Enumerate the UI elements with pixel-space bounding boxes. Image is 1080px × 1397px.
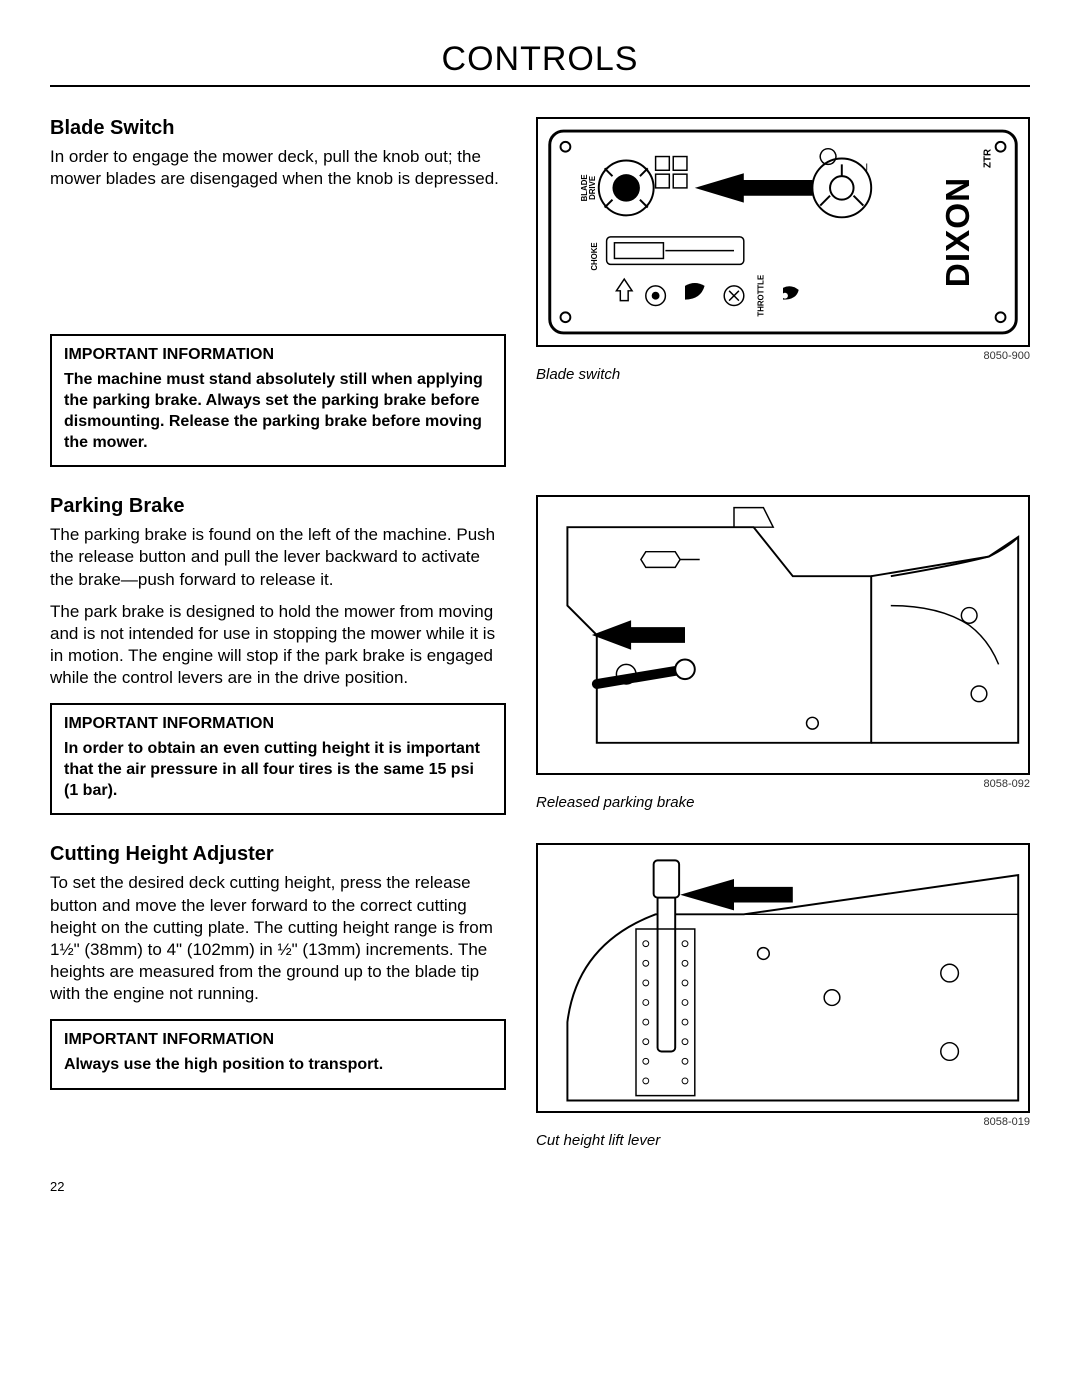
height-info-body: Always use the high position to transpor… — [64, 1055, 492, 1076]
svg-text:THROTTLE: THROTTLE — [756, 275, 765, 317]
height-info-box: IMPORTANT INFORMATION Always use the hig… — [50, 1019, 506, 1090]
blade-info-body: The machine must stand absolutely still … — [64, 370, 492, 453]
brake-body2: The park brake is designed to hold the m… — [50, 601, 506, 689]
blade-heading: Blade Switch — [50, 117, 506, 140]
height-body: To set the desired deck cutting height, … — [50, 872, 506, 1005]
svg-text:I: I — [865, 162, 868, 173]
page-title: CONTROLS — [50, 40, 1030, 87]
blade-figure-ref: 8050-900 — [536, 350, 1030, 362]
brake-figure-ref: 8058-092 — [536, 778, 1030, 790]
height-heading: Cutting Height Adjuster — [50, 843, 506, 866]
svg-text:ZTR: ZTR — [983, 149, 994, 168]
brake-info-title: IMPORTANT INFORMATION — [64, 715, 492, 733]
svg-text:DIXON: DIXON — [940, 177, 977, 287]
brake-body1: The parking brake is found on the left o… — [50, 524, 506, 590]
blade-info-title: IMPORTANT INFORMATION — [64, 346, 492, 364]
blade-figure-caption: Blade switch — [536, 366, 1030, 383]
brake-figure-caption: Released parking brake — [536, 794, 1030, 811]
cutting-height-section: Cutting Height Adjuster To set the desir… — [50, 843, 1030, 1149]
brake-info-body: In order to obtain an even cutting heigh… — [64, 739, 492, 801]
brake-heading: Parking Brake — [50, 495, 506, 518]
height-figure-ref: 8058-019 — [536, 1116, 1030, 1128]
height-info-title: IMPORTANT INFORMATION — [64, 1031, 492, 1049]
svg-text:CHOKE: CHOKE — [590, 242, 599, 270]
blade-body: In order to engage the mower deck, pull … — [50, 146, 506, 190]
height-figure — [536, 843, 1030, 1113]
blade-switch-section: Blade Switch In order to engage the mowe… — [50, 117, 1030, 467]
blade-figure: BLADE DRIVE I CHOKE — [536, 117, 1030, 347]
page-number: 22 — [50, 1179, 1030, 1194]
brake-info-box: IMPORTANT INFORMATION In order to obtain… — [50, 703, 506, 815]
height-figure-caption: Cut height lift lever — [536, 1132, 1030, 1149]
brake-figure — [536, 495, 1030, 775]
svg-text:DRIVE: DRIVE — [588, 176, 597, 200]
blade-info-box: IMPORTANT INFORMATION The machine must s… — [50, 334, 506, 467]
parking-brake-section: Parking Brake The parking brake is found… — [50, 495, 1030, 815]
